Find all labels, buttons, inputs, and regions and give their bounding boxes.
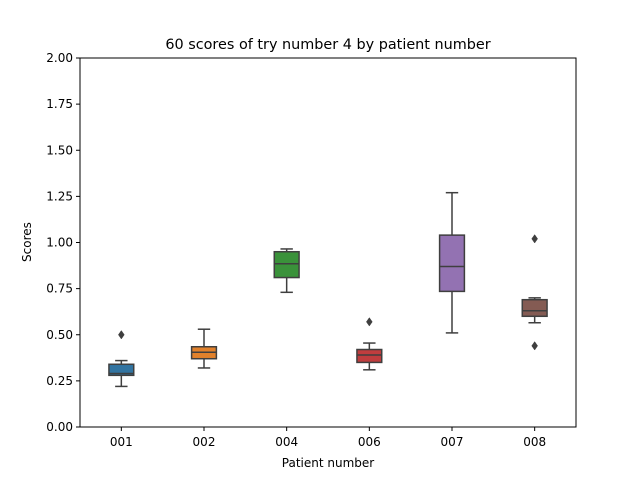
y-tick-label: 1.25 (46, 189, 73, 203)
box (273, 250, 300, 279)
box-group-004 (273, 248, 300, 294)
outlier-point (531, 234, 538, 244)
x-tick-label: 008 (523, 435, 546, 449)
box-group-008 (521, 234, 548, 351)
x-tick-label: 001 (110, 435, 133, 449)
x-tick-label: 004 (275, 435, 298, 449)
box-group-006 (356, 317, 383, 371)
box-group-007 (438, 191, 466, 334)
y-tick-label: 0.75 (46, 282, 73, 296)
y-tick-label: 1.50 (46, 143, 73, 157)
outlier-point (118, 330, 125, 340)
box-group-002 (190, 328, 218, 369)
box-group-001 (108, 330, 135, 388)
y-tick-label: 0.50 (46, 328, 73, 342)
x-tick-label: 006 (358, 435, 381, 449)
axes-frame (79, 57, 577, 428)
box (438, 234, 466, 293)
y-tick-label: 1.75 (46, 97, 73, 111)
x-axis-label: Patient number (282, 456, 374, 470)
y-tick-label: 2.00 (46, 51, 73, 65)
box (356, 348, 383, 364)
x-tick-label: 007 (441, 435, 464, 449)
chart-title: 60 scores of try number 4 by patient num… (165, 37, 490, 53)
outlier-point (366, 317, 373, 327)
x-tick-label: 002 (193, 435, 216, 449)
box (521, 298, 548, 318)
box (108, 363, 135, 377)
y-tick-label: 1.00 (46, 236, 73, 250)
y-tick-label: 0.00 (46, 420, 73, 434)
y-tick-label: 0.25 (46, 374, 73, 388)
y-axis-label: Scores (20, 222, 34, 262)
plot-area: 0.00 0.25 0.50 0.75 1.00 1.25 1.50 1.75 2.00 001 0… (46, 51, 548, 449)
outlier-point (531, 341, 538, 351)
